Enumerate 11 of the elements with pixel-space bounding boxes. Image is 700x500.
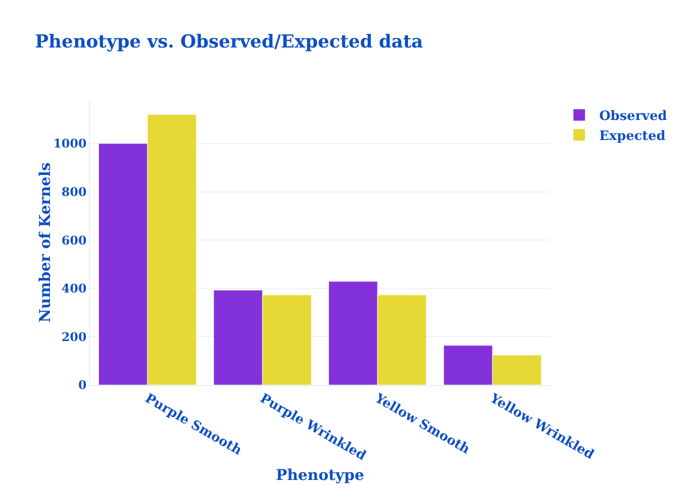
chart-title: Phenotype vs. Observed/Expected data bbox=[35, 32, 424, 53]
y-tick-label: 600 bbox=[62, 233, 87, 248]
y-tick-label: 200 bbox=[62, 330, 87, 344]
y-tick-label: 1000 bbox=[53, 136, 87, 151]
legend-label: Observed bbox=[599, 109, 667, 124]
legend-label: Expected bbox=[599, 128, 666, 144]
y-tick-label: 0 bbox=[78, 378, 87, 392]
x-axis-title: Phenotype bbox=[276, 466, 364, 484]
y-tick-label: 800 bbox=[62, 184, 87, 199]
y-tick-label: 400 bbox=[62, 282, 87, 296]
y-axis-title: Number of Kernels bbox=[36, 162, 54, 323]
